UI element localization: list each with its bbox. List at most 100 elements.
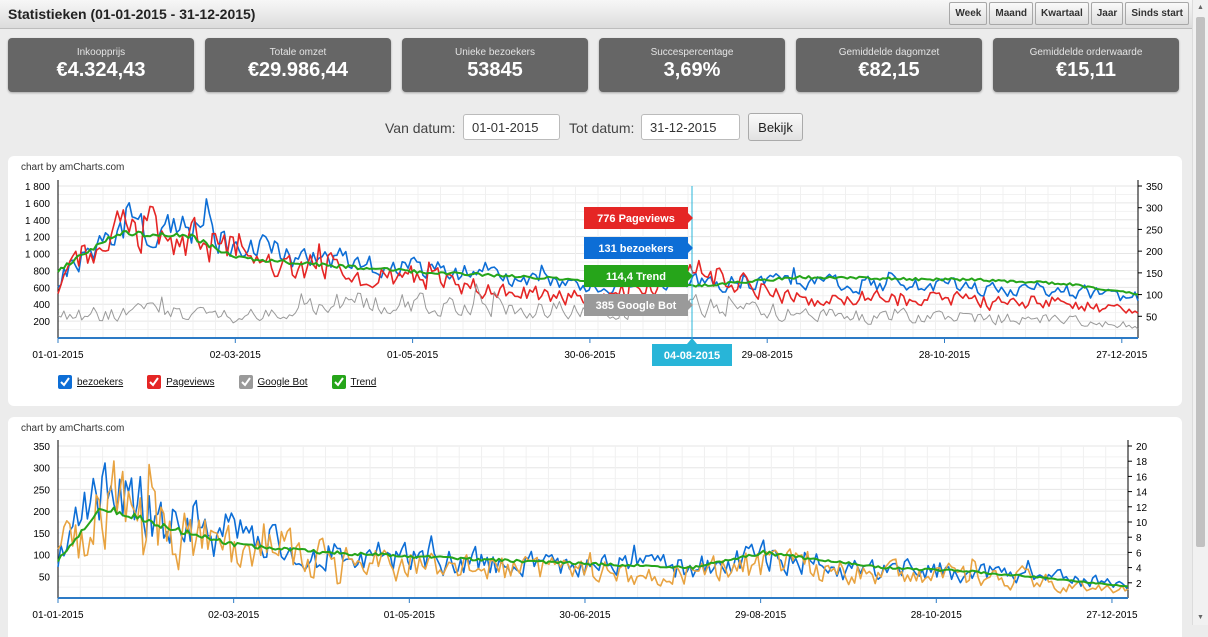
- stat-card-avg-daily-revenue: Gemiddelde dagomzet €82,15: [796, 38, 982, 92]
- page-title: Statistieken (01-01-2015 - 31-12-2015): [8, 6, 256, 22]
- x-tick-label: 27-12-2015: [1086, 610, 1138, 621]
- legend-item-trend[interactable]: Trend: [331, 375, 377, 389]
- date-range-form: Van datum: Tot datum: Bekijk: [0, 112, 1193, 142]
- checkbox-checked-icon[interactable]: [58, 375, 72, 389]
- y-right-tick-label: 4: [1136, 564, 1142, 575]
- checkbox-checked-icon[interactable]: [331, 375, 346, 389]
- balloon-label: 385 Google Bot: [596, 300, 677, 312]
- y-right-tick-label: 200: [1146, 247, 1163, 258]
- stat-value: €29.986,44: [247, 59, 349, 81]
- legend-item-bezoekers[interactable]: bezoekers: [58, 375, 123, 389]
- y-left-tick-label: 50: [39, 572, 51, 583]
- y-left-tick-label: 200: [33, 317, 50, 328]
- series-line-bezoekers: [57, 198, 1139, 302]
- view-button[interactable]: Bekijk: [748, 113, 803, 141]
- stats-row: Inkoopprijs €4.324,43 Totale omzet €29.986…: [8, 38, 1179, 92]
- checkbox-checked-icon[interactable]: [238, 375, 253, 389]
- stat-card-avg-order-value: Gemiddelde orderwaarde €15,11: [993, 38, 1179, 92]
- stat-label: Gemiddelde orderwaarde: [1029, 47, 1143, 58]
- period-year-button[interactable]: Jaar: [1090, 2, 1124, 25]
- y-left-tick-label: 600: [33, 283, 50, 294]
- period-week-button[interactable]: Week: [949, 2, 988, 25]
- x-tick-label: 27-12-2015: [1096, 350, 1148, 361]
- legend-item-google-bot[interactable]: Google Bot: [238, 375, 308, 389]
- y-left-tick-label: 1 200: [25, 233, 50, 244]
- balloon-tooltip: 385 Google Bot: [584, 294, 693, 316]
- balloon-box: [584, 207, 688, 229]
- x-tick-label: 29-08-2015: [735, 610, 787, 621]
- period-selector: Week Maand Kwartaal Jaar Sinds start: [949, 2, 1189, 25]
- stat-value: 53845: [467, 59, 523, 81]
- vertical-scrollbar[interactable]: ▲ ▼: [1192, 0, 1208, 625]
- stat-label: Gemiddelde dagomzet: [838, 47, 940, 58]
- stat-card-total-revenue: Totale omzet €29.986,44: [205, 38, 391, 92]
- y-right-tick-label: 6: [1136, 548, 1142, 559]
- chart-panel-traffic: chart by amCharts.com 1 800 1 600 1 400 1 2…: [8, 156, 1182, 406]
- y-right-tick-label: 300: [1146, 204, 1163, 215]
- cursor-date-label: 04-08-2015: [664, 350, 720, 362]
- y-left-tick-label: 800: [33, 266, 50, 277]
- chart-legend: bezoekers Pageviews Google Bot Trend: [58, 375, 376, 389]
- stat-card-purchase-price: Inkoopprijs €4.324,43: [8, 38, 194, 92]
- balloon-pointer: [688, 271, 693, 281]
- stat-label: Succespercentage: [650, 47, 734, 58]
- stat-value: €15,11: [1055, 59, 1117, 81]
- scroll-up-arrow-icon[interactable]: ▲: [1197, 4, 1204, 11]
- y-left-tick-label: 1 800: [25, 182, 50, 193]
- balloon-label: 114,4 Trend: [606, 271, 666, 283]
- y-right-tick-label: 14: [1136, 488, 1148, 499]
- orders-chart[interactable]: 350 300 250 200 150 100 50 20 18 16 14 12 10 8 6 4 2 01-0…: [8, 417, 1182, 627]
- legend-item-pageviews[interactable]: Pageviews: [147, 375, 215, 389]
- cursor-date-badge: 04-08-2015: [652, 338, 732, 366]
- x-tick-label: 01-05-2015: [384, 610, 436, 621]
- y-left-tick-label: 1 400: [25, 216, 50, 227]
- y-right-tick-label: 50: [1146, 312, 1158, 323]
- x-tick-label: 01-01-2015: [32, 610, 84, 621]
- balloon-box: [584, 265, 688, 287]
- period-since-start-button[interactable]: Sinds start: [1125, 2, 1189, 25]
- y-right-tick-label: 250: [1146, 225, 1163, 236]
- stat-value: 3,69%: [663, 59, 721, 81]
- stat-value: €82,15: [858, 59, 920, 81]
- y-right-tick-label: 150: [1146, 269, 1163, 280]
- stat-label: Totale omzet: [269, 47, 327, 58]
- x-tick-label: 30-06-2015: [564, 350, 616, 361]
- balloon-pointer: [688, 300, 693, 310]
- x-tick-label: 28-10-2015: [919, 350, 971, 361]
- from-date-label: Van datum:: [385, 120, 456, 136]
- y-right-tick-label: 18: [1136, 457, 1148, 468]
- scrollbar-thumb[interactable]: [1196, 17, 1205, 547]
- traffic-chart[interactable]: 1 800 1 600 1 400 1 200 1 000 800 600 400 200 350…: [8, 156, 1182, 371]
- from-date-input[interactable]: [463, 114, 560, 140]
- series-line-series-c: [57, 506, 1129, 588]
- y-right-tick-label: 350: [1146, 182, 1163, 193]
- scroll-down-arrow-icon[interactable]: ▼: [1197, 614, 1204, 621]
- y-right-tick-label: 12: [1136, 503, 1148, 514]
- x-tick-label: 28-10-2015: [911, 610, 963, 621]
- y-left-tick-label: 1 000: [25, 250, 50, 261]
- page-header: Statistieken (01-01-2015 - 31-12-2015) W…: [0, 0, 1193, 29]
- legend-label: Trend: [350, 376, 377, 388]
- to-date-input[interactable]: [641, 114, 740, 140]
- legend-label: Google Bot: [257, 376, 308, 388]
- y-right-tick-label: 2: [1136, 579, 1142, 590]
- balloon-pointer: [688, 243, 693, 253]
- period-month-button[interactable]: Maand: [989, 2, 1034, 25]
- balloon-label: 131 bezoekers: [598, 243, 673, 255]
- y-right-tick-label: 8: [1136, 533, 1142, 544]
- y-left-tick-label: 350: [33, 442, 50, 453]
- balloon-label: 776 Pageviews: [597, 213, 675, 225]
- stat-label: Inkoopprijs: [76, 47, 126, 58]
- x-tick-label: 29-08-2015: [742, 350, 794, 361]
- chart-panel-orders: chart by amCharts.com 350 300 250 200 150 100…: [8, 417, 1182, 637]
- stat-value: €4.324,43: [56, 59, 146, 81]
- chart-credit: chart by amCharts.com: [21, 162, 125, 173]
- period-quarter-button[interactable]: Kwartaal: [1035, 2, 1089, 25]
- series-line-series-b: [57, 460, 1129, 594]
- cursor-date-pointer: [687, 338, 697, 344]
- y-left-tick-label: 250: [33, 485, 50, 496]
- y-left-tick-label: 300: [33, 464, 50, 475]
- y-left-tick-label: 150: [33, 529, 50, 540]
- stat-card-success-rate: Succespercentage 3,69%: [599, 38, 785, 92]
- checkbox-checked-icon[interactable]: [147, 375, 162, 389]
